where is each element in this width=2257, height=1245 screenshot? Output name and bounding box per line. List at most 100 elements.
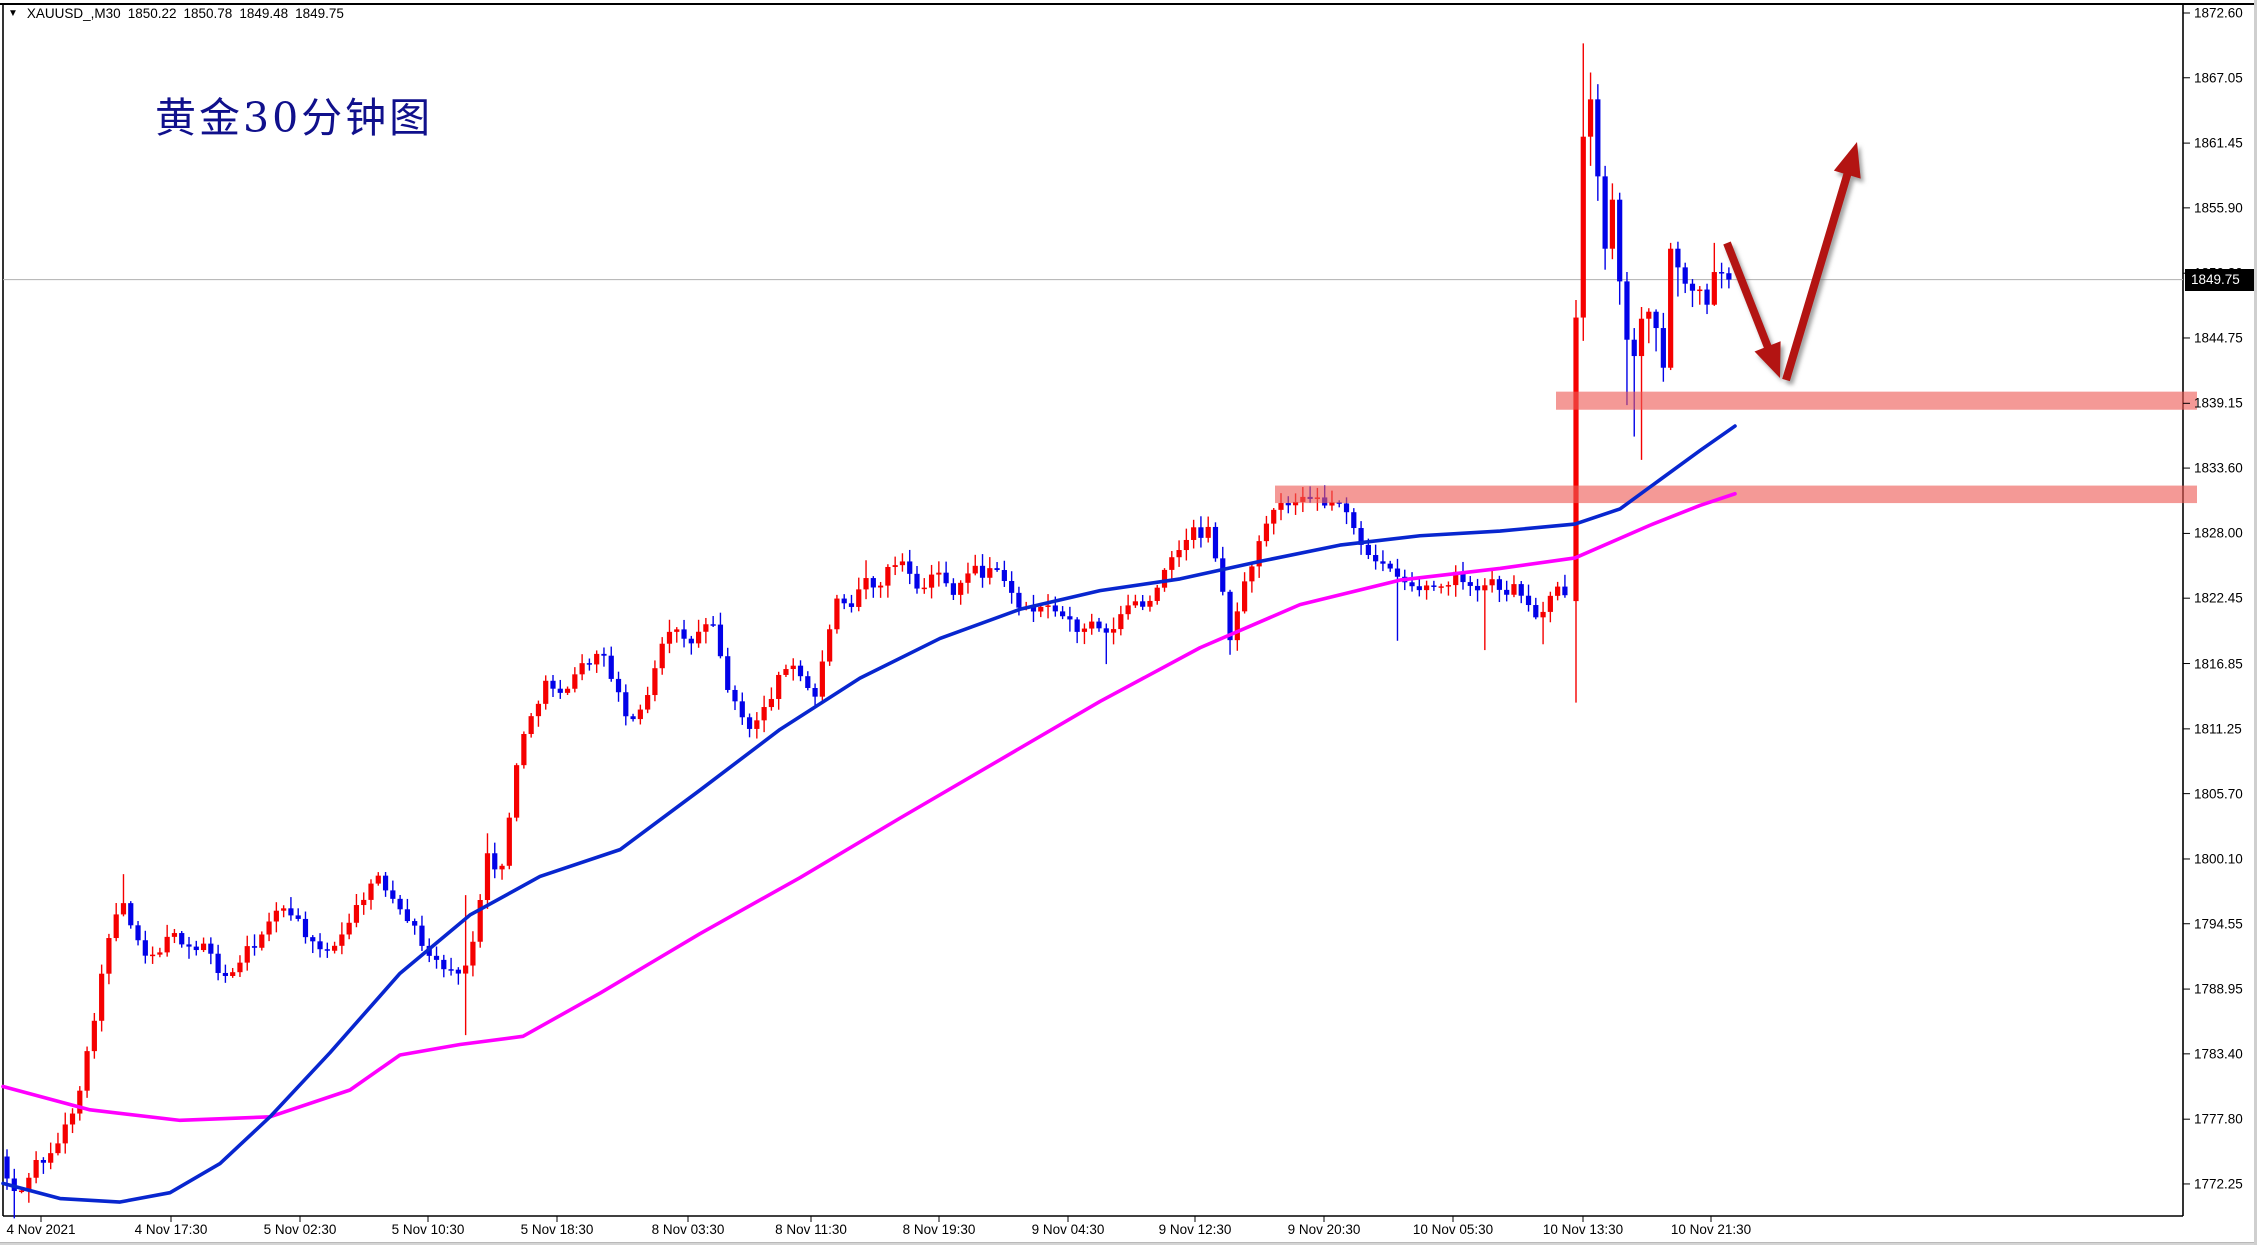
candle-body [739, 701, 745, 718]
candle-body [1445, 585, 1452, 587]
candle-body [150, 954, 156, 957]
candle-body [521, 734, 527, 766]
candle-body [1518, 584, 1524, 596]
candle-body [302, 918, 309, 938]
candle-body [1624, 281, 1630, 340]
time-label: 5 Nov 02:30 [263, 1222, 337, 1237]
candle-body [368, 883, 374, 900]
candle-body [106, 938, 112, 974]
candle-body [1555, 586, 1561, 596]
candle-body [26, 1177, 32, 1191]
candle-body [1533, 605, 1539, 618]
quote-bar: ▼ XAUUSD_,M30 1850.22 1850.78 1849.48 18… [8, 6, 344, 21]
candle-body [1547, 595, 1553, 612]
current-price-tag: 1849.75 [2185, 268, 2257, 291]
candle-body [1697, 289, 1703, 292]
candle-body [754, 720, 760, 729]
candle-body [1416, 586, 1422, 591]
symbol-dropdown-icon[interactable]: ▼ [8, 8, 18, 19]
sr-zone-1[interactable] [1556, 391, 2197, 410]
candle-body [1726, 273, 1732, 280]
candle-body [251, 946, 258, 948]
candle-body [1278, 503, 1284, 510]
candle-body [477, 900, 483, 942]
candle-body [419, 925, 425, 946]
candle-body [1682, 267, 1688, 284]
candle-body [18, 1190, 25, 1193]
candle-body [1394, 568, 1401, 577]
time-label: 10 Nov 13:30 [1542, 1222, 1624, 1237]
candle-body [55, 1143, 61, 1154]
candle-body [841, 598, 847, 604]
candle-body [557, 688, 563, 693]
candle-body [40, 1160, 46, 1163]
candle-body [1609, 199, 1615, 249]
candle-body [273, 910, 279, 922]
candle-body [1474, 585, 1481, 591]
candle-body [601, 653, 607, 656]
price-label: 1800.10 [2194, 851, 2243, 867]
candle-body [1212, 526, 1219, 559]
candle-body [1140, 601, 1146, 607]
candle-body [1271, 509, 1277, 524]
candle-body [33, 1160, 39, 1178]
candle-body [1660, 328, 1666, 368]
candle-body [666, 631, 673, 644]
candle-body [157, 952, 163, 955]
candle-body [1719, 272, 1725, 274]
candle-body [1595, 99, 1601, 177]
projection-arrow[interactable] [1723, 142, 1861, 382]
candle-body [1249, 566, 1255, 582]
candle-body [797, 665, 804, 677]
candle-body [696, 631, 702, 644]
candle-body [484, 853, 491, 901]
candle-body [339, 934, 345, 946]
candle-body [659, 643, 665, 669]
price-label: 1777.80 [2194, 1111, 2243, 1127]
candle-body [1511, 584, 1517, 595]
candle-body [703, 624, 709, 632]
candle-body [200, 943, 207, 951]
candle-body [652, 668, 658, 696]
time-label: 4 Nov 17:30 [134, 1222, 208, 1237]
candle-body [361, 899, 367, 906]
candle-body [899, 561, 906, 566]
candle-body [1387, 563, 1393, 569]
candle-body [1631, 339, 1637, 357]
candle-body [171, 933, 178, 937]
candle-body [324, 949, 330, 951]
candle-body [492, 853, 498, 870]
candle-body [164, 936, 170, 953]
candle-body [433, 955, 440, 960]
candle-body [1525, 595, 1532, 606]
candle-body [230, 972, 236, 976]
candle-body [1067, 616, 1073, 620]
candle-body [688, 638, 694, 644]
candle-body [1161, 569, 1168, 588]
candle-body [615, 678, 622, 693]
candle-body [1169, 557, 1175, 570]
candle-body [186, 944, 192, 947]
candle-body [892, 565, 898, 567]
chart-title-annotation[interactable]: 黄金30分钟图 [155, 94, 434, 142]
candle-body [1365, 544, 1371, 556]
price-label: 1828.00 [2194, 525, 2243, 541]
price-label: 1844.75 [2194, 330, 2243, 346]
candle-body [805, 676, 811, 688]
candle-body [870, 578, 876, 588]
candle-body [332, 945, 338, 951]
candle-body [921, 587, 927, 590]
candle-body [375, 875, 381, 884]
candle-body [208, 943, 214, 954]
candle-body [1602, 176, 1608, 249]
quote-close: 1849.75 [295, 6, 344, 21]
candle-body [1668, 248, 1674, 368]
candle-body [564, 688, 571, 693]
candle-body [4, 1156, 10, 1179]
candle-body [1103, 628, 1109, 633]
candle-body [710, 624, 716, 626]
candle-body [463, 965, 469, 974]
candle-body [1009, 581, 1015, 593]
candle-body [412, 921, 418, 926]
candle-body [907, 561, 913, 574]
